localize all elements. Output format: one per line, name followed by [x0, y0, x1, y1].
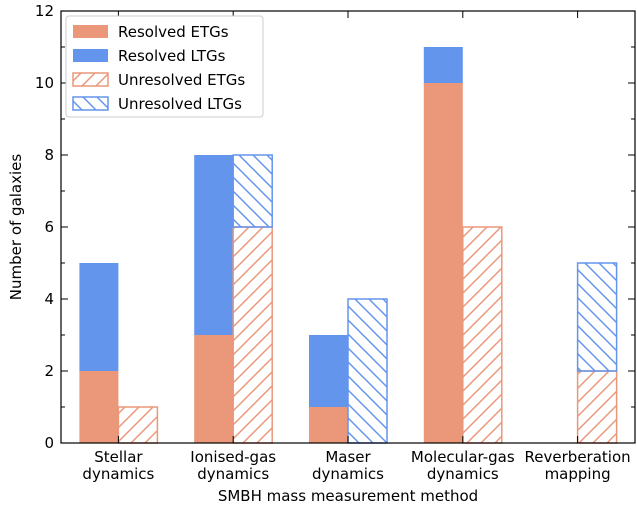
legend-label-unresolved-etgs: Unresolved ETGs	[118, 71, 245, 89]
y-tick-label: 4	[44, 290, 54, 308]
legend-swatch-resolved-etgs	[73, 25, 108, 38]
bar-resolved-etg	[194, 335, 234, 443]
plot-frame	[60, 10, 636, 444]
legend-swatch-unresolved-ltgs	[72, 96, 109, 111]
bar-resolved-etg	[423, 83, 463, 443]
legend-swatch-unresolved-etgs	[72, 72, 109, 87]
y-tick-label: 10	[35, 74, 54, 92]
bar-unresolved-etg	[462, 226, 503, 444]
bar-resolved-etg	[309, 407, 348, 443]
legend: Resolved ETGs Resolved LTGs Unresolved E…	[65, 15, 264, 118]
x-tick-label: Molecular-gas dynamics	[411, 448, 515, 483]
bar-resolved-ltg	[423, 47, 463, 83]
x-tick-label: Ionised-gas dynamics	[190, 448, 276, 483]
bar-resolved-ltg	[79, 263, 119, 371]
legend-swatch-resolved-ltgs	[73, 49, 108, 62]
ticks-layer: Stellar dynamics Ionised-gas dynamics Maser d…	[35, 2, 635, 483]
x-tick-label: Stellar dynamics	[82, 448, 154, 483]
y-axis-title: Number of galaxies	[7, 154, 25, 301]
bar-unresolved-etg	[232, 226, 273, 444]
legend-frame	[65, 15, 264, 118]
bar-unresolved-etg	[576, 370, 618, 444]
bars-layer	[79, 47, 618, 444]
bar-unresolved-ltg	[576, 262, 618, 372]
y-tick-label: 0	[44, 434, 54, 452]
bar-unresolved-ltg	[232, 154, 273, 228]
legend-label-resolved-ltgs: Resolved LTGs	[118, 47, 226, 65]
legend-label-unresolved-ltgs: Unresolved LTGs	[118, 95, 242, 113]
x-tick-label: Reverberation mapping	[525, 448, 631, 483]
bar-unresolved-etg	[117, 406, 159, 444]
bar-resolved-ltg	[309, 335, 348, 407]
y-tick-label: 2	[44, 362, 54, 380]
x-tick-label: Maser dynamics	[312, 448, 384, 483]
x-axis-title: SMBH mass measurement method	[218, 487, 478, 505]
bar-resolved-etg	[79, 371, 119, 443]
y-tick-label: 8	[44, 146, 54, 164]
y-tick-label: 6	[44, 218, 54, 236]
bar-resolved-ltg	[194, 155, 234, 335]
legend-label-resolved-etgs: Resolved ETGs	[118, 23, 229, 41]
y-tick-label: 12	[35, 2, 54, 20]
bar-unresolved-ltg	[347, 298, 388, 444]
